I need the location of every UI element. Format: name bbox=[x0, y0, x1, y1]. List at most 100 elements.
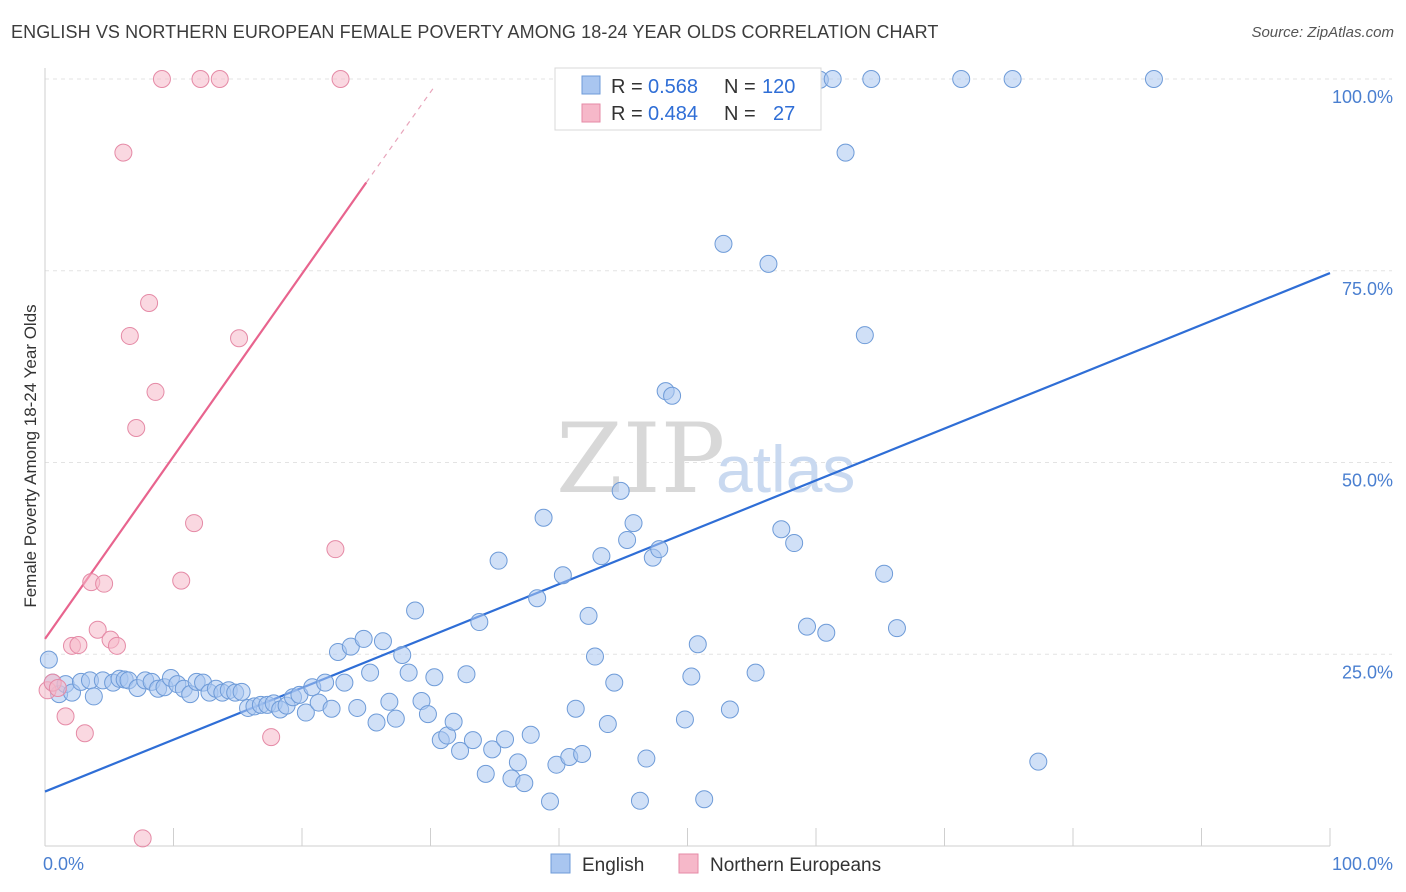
data-point bbox=[418, 705, 437, 724]
watermark-atlas: atlas bbox=[716, 432, 855, 506]
data-point bbox=[451, 741, 470, 760]
data-point bbox=[191, 70, 210, 88]
series-english bbox=[39, 70, 1163, 811]
data-points bbox=[38, 70, 1163, 848]
data-point bbox=[528, 589, 547, 608]
data-point bbox=[39, 650, 58, 669]
data-point bbox=[489, 551, 508, 570]
legend-n-value: 27 bbox=[773, 103, 795, 125]
data-point bbox=[152, 70, 171, 88]
data-point bbox=[573, 744, 592, 763]
data-point bbox=[232, 682, 251, 701]
data-point bbox=[348, 698, 367, 717]
data-point bbox=[316, 673, 335, 692]
data-point bbox=[262, 728, 281, 747]
data-point bbox=[605, 673, 624, 692]
x-tick-labels: 0.0% 100.0% bbox=[43, 854, 1393, 874]
data-point bbox=[772, 520, 791, 539]
data-point bbox=[521, 725, 540, 744]
y-tick-label: 75.0% bbox=[1342, 279, 1393, 299]
data-point bbox=[624, 514, 643, 533]
legend-r-label: R = bbox=[611, 76, 643, 98]
data-point bbox=[444, 712, 463, 731]
x-tick-label: 0.0% bbox=[43, 854, 84, 874]
legend-r-label: R = bbox=[611, 103, 643, 125]
data-point bbox=[75, 724, 94, 743]
legend-label-northern-europeans: Northern Europeans bbox=[710, 855, 881, 876]
source-label: Source: ZipAtlas.com bbox=[1251, 24, 1394, 41]
data-point bbox=[120, 326, 139, 345]
data-point bbox=[1003, 70, 1022, 88]
data-point bbox=[887, 619, 906, 638]
legend-swatch-northern-europeans bbox=[678, 853, 699, 874]
data-point bbox=[399, 663, 418, 682]
data-point bbox=[380, 692, 399, 711]
data-point bbox=[566, 699, 585, 718]
data-point bbox=[592, 547, 611, 566]
data-point bbox=[373, 632, 392, 651]
y-axis-label: Female Poverty Among 18-24 Year Olds bbox=[21, 304, 40, 607]
data-point bbox=[585, 647, 604, 666]
data-point bbox=[534, 508, 553, 527]
legend-row-northern-europeans: R = 0.484 N = 27 bbox=[581, 103, 795, 125]
data-point bbox=[483, 740, 502, 759]
data-point bbox=[331, 70, 350, 88]
chart-title: ENGLISH VS NORTHERN EUROPEAN FEMALE POVE… bbox=[11, 22, 939, 42]
data-point bbox=[326, 540, 345, 559]
data-point bbox=[682, 667, 701, 686]
trendline-extension bbox=[365, 86, 435, 183]
correlation-legend: R = 0.568 N = 120 R = 0.484 N = 27 bbox=[554, 67, 822, 131]
data-point bbox=[836, 143, 855, 162]
legend-n-value: 120 bbox=[762, 76, 795, 98]
data-point bbox=[875, 564, 894, 583]
data-point bbox=[598, 715, 617, 734]
data-point bbox=[663, 386, 682, 405]
data-point bbox=[618, 530, 637, 549]
data-point bbox=[457, 665, 476, 684]
data-point bbox=[855, 326, 874, 345]
data-point bbox=[798, 617, 817, 636]
legend-n-label: N = bbox=[724, 76, 756, 98]
legend-r-value: 0.568 bbox=[648, 76, 698, 98]
data-point bbox=[508, 753, 527, 772]
watermark: ZIP atlas bbox=[556, 403, 855, 515]
data-point bbox=[425, 668, 444, 687]
data-point bbox=[114, 143, 133, 162]
legend-r-value: 0.484 bbox=[648, 103, 698, 125]
data-point bbox=[817, 623, 836, 642]
series-legend: English Northern Europeans bbox=[550, 853, 881, 876]
data-point bbox=[1144, 70, 1163, 88]
legend-swatch-northern-europeans bbox=[581, 103, 601, 123]
x-tick-label: 100.0% bbox=[1332, 854, 1393, 874]
data-point bbox=[322, 699, 341, 718]
data-point bbox=[650, 540, 669, 559]
data-point bbox=[69, 636, 88, 655]
data-point bbox=[210, 70, 229, 88]
y-tick-label: 25.0% bbox=[1342, 662, 1393, 682]
data-point bbox=[611, 481, 630, 500]
data-point bbox=[720, 700, 739, 719]
data-point bbox=[84, 687, 103, 706]
data-point bbox=[496, 730, 515, 749]
axes bbox=[44, 68, 1331, 847]
data-point bbox=[185, 514, 204, 533]
legend-swatch-english bbox=[550, 853, 571, 874]
gridlines bbox=[45, 78, 1392, 655]
data-point bbox=[107, 636, 126, 655]
data-point bbox=[823, 70, 842, 88]
data-point bbox=[714, 234, 733, 253]
legend-row-english: R = 0.568 N = 120 bbox=[581, 75, 795, 98]
y-tick-labels: 100.0% 75.0% 50.0% 25.0% bbox=[1332, 87, 1393, 682]
data-point bbox=[630, 791, 649, 810]
data-point bbox=[1029, 752, 1048, 771]
data-point bbox=[541, 792, 560, 811]
y-tick-label: 100.0% bbox=[1332, 87, 1393, 107]
data-point bbox=[361, 663, 380, 682]
data-point bbox=[296, 703, 315, 722]
legend-label-english: English bbox=[582, 855, 644, 876]
data-point bbox=[695, 790, 714, 809]
watermark-zip: ZIP bbox=[556, 403, 725, 515]
data-point bbox=[88, 620, 107, 639]
data-point bbox=[675, 710, 694, 729]
